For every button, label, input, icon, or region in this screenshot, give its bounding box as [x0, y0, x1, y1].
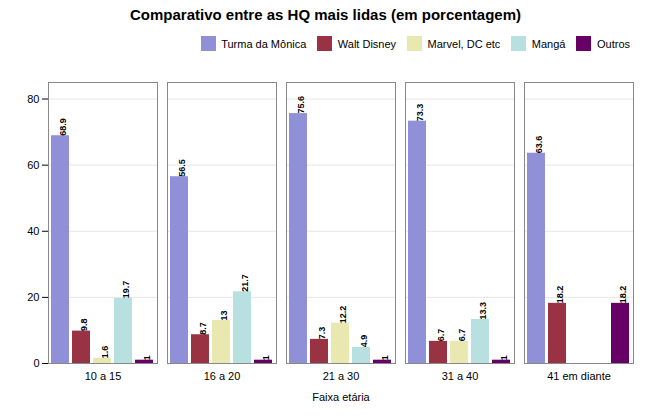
- svg-text:1: 1: [142, 355, 152, 360]
- svg-text:41 em diante: 41 em diante: [547, 370, 611, 382]
- html-text:Turma da Mônica: Turma da Mônica: [221, 37, 307, 50]
- svg-text:40: 40: [27, 224, 39, 236]
- svg-text:21 a 30: 21 a 30: [323, 370, 360, 382]
- svg-text:1: 1: [261, 355, 271, 360]
- svg-text:31 a 40: 31 a 40: [442, 370, 479, 382]
- html-text:Mangá: Mangá: [531, 37, 566, 50]
- html-text:Comparativo entre as HQ mais l: Comparativo entre as HQ mais lidas (em p…: [130, 6, 521, 23]
- svg-text:75.6: 75.6: [296, 96, 306, 114]
- svg-text:73.3: 73.3: [415, 103, 425, 121]
- svg-text:68.9: 68.9: [58, 118, 68, 136]
- svg-text:18.2: 18.2: [618, 285, 628, 303]
- svg-text:10 a 15: 10 a 15: [85, 370, 122, 382]
- svg-text:13.3: 13.3: [478, 302, 488, 320]
- svg-text:21.7: 21.7: [240, 274, 250, 292]
- html-text:Marvel, DC etc: Marvel, DC etc: [427, 37, 501, 50]
- svg-text:80: 80: [27, 92, 39, 104]
- svg-text:6.7: 6.7: [457, 328, 467, 341]
- svg-text:Faixa etária: Faixa etária: [312, 390, 370, 402]
- svg-text:6.7: 6.7: [436, 328, 446, 341]
- svg-text:1: 1: [499, 355, 509, 360]
- svg-text:20: 20: [27, 290, 39, 302]
- svg-text:60: 60: [27, 158, 39, 170]
- svg-text:63.6: 63.6: [534, 135, 544, 153]
- svg-text:18.2: 18.2: [555, 285, 565, 303]
- svg-text:16 a 20: 16 a 20: [204, 370, 241, 382]
- html-text:Walt Disney: Walt Disney: [337, 37, 397, 50]
- svg-text:56.5: 56.5: [177, 159, 187, 177]
- svg-text:1: 1: [380, 355, 390, 360]
- svg-text:7.3: 7.3: [317, 326, 327, 339]
- svg-text:19.7: 19.7: [121, 280, 131, 298]
- svg-text:0: 0: [33, 357, 39, 369]
- svg-text:9.8: 9.8: [79, 318, 89, 331]
- svg-text:12.2: 12.2: [338, 305, 348, 323]
- html-text:Outros: Outros: [597, 37, 630, 50]
- svg-text:1.6: 1.6: [100, 345, 110, 358]
- svg-text:4.9: 4.9: [359, 334, 369, 347]
- svg-text:8.7: 8.7: [198, 322, 208, 335]
- svg-text:13: 13: [219, 310, 229, 320]
